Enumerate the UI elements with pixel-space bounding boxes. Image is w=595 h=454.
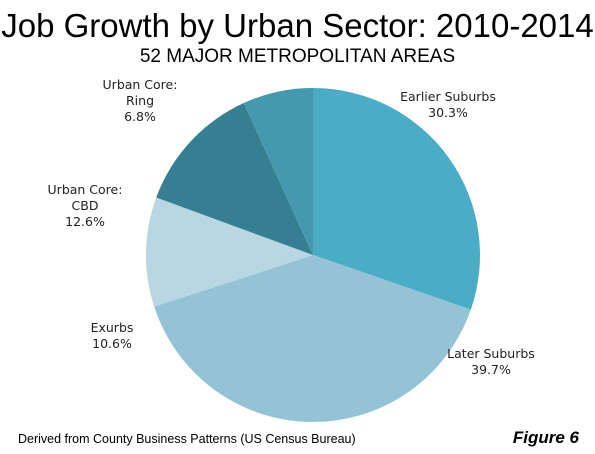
- slice-value-label: 6.8%: [124, 109, 156, 124]
- slice-label-1: Later Suburbs 39.7%: [447, 346, 535, 377]
- slice-label-3: Urban Core: CBD 12.6%: [48, 182, 123, 229]
- slice-value-label: 10.6%: [92, 336, 132, 351]
- chart-subtitle: 52 MAJOR METROPOLITAN AREAS: [139, 46, 456, 67]
- slice-label-4: Urban Core: Ring 6.8%: [103, 77, 178, 124]
- slice-name-label: Urban Core:: [48, 182, 123, 197]
- slice-value-label: 39.7%: [471, 362, 511, 377]
- source-note: Derived from County Business Patterns (U…: [18, 432, 356, 446]
- slice-label-0: Earlier Suburbs 30.3%: [400, 89, 496, 120]
- slice-name-label: Exurbs: [91, 320, 134, 335]
- pie-slice-0: [313, 88, 481, 310]
- slice-name-label: Ring: [126, 93, 154, 108]
- slice-label-2: Exurbs 10.6%: [91, 320, 134, 351]
- chart-title: Job Growth by Urban Sector: 2010-2014: [1, 7, 594, 44]
- slice-name-label: Earlier Suburbs: [400, 89, 496, 104]
- slice-name-label: Later Suburbs: [447, 346, 535, 361]
- pie-slice-2: [145, 197, 313, 307]
- figure-label: Figure 6: [512, 428, 579, 447]
- slice-name-label: CBD: [72, 198, 99, 213]
- slice-value-label: 12.6%: [65, 214, 105, 229]
- pie-slice-1: [154, 255, 471, 423]
- slice-value-label: 30.3%: [428, 105, 468, 120]
- pie-slice-4: [243, 88, 313, 255]
- pie-slice-3: [156, 103, 313, 255]
- slice-name-label: Urban Core:: [103, 77, 178, 92]
